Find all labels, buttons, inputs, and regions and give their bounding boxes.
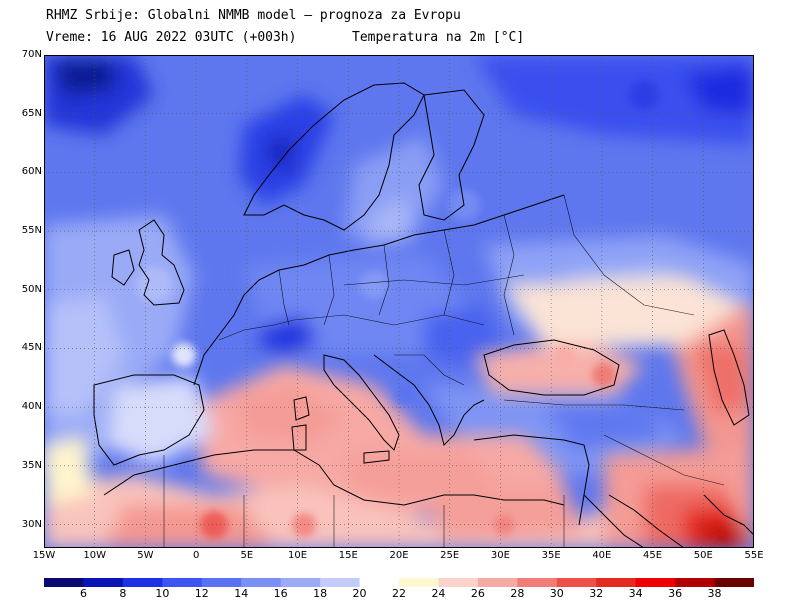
- latitude-label: 70N: [21, 49, 42, 60]
- longitude-label: 15W: [32, 550, 56, 561]
- longitude-label: 20E: [389, 550, 409, 561]
- colorbar-swatch: [83, 578, 124, 587]
- longitude-label: 30E: [490, 550, 510, 561]
- valid-time: Vreme: 16 AUG 2022 03UTC (+003h): [46, 30, 297, 45]
- coastlines: [93, 82, 754, 548]
- longitude-label: 0: [192, 550, 200, 561]
- colorbar-tick-label: 8: [119, 587, 127, 600]
- longitude-label: 5W: [137, 550, 154, 561]
- country-borders: [163, 194, 725, 548]
- longitude-label: 55E: [744, 550, 764, 561]
- colorbar-swatch: [201, 578, 242, 587]
- longitude-label: 5E: [240, 550, 254, 561]
- latitude-label: 55N: [21, 225, 42, 237]
- colorbar-tick-label: 28: [510, 587, 525, 600]
- map-frame: [44, 55, 754, 548]
- colorbar-tick-label: 34: [628, 587, 643, 600]
- colorbar-swatch: [714, 578, 754, 587]
- longitude-label: 10E: [288, 550, 308, 561]
- map-subtitle: Vreme: 16 AUG 2022 03UTC (+003h) Temperat…: [46, 30, 524, 45]
- colorbar-tick-label: 12: [194, 587, 209, 600]
- colorbar-tick-label: 10: [155, 587, 170, 600]
- colorbar-swatch: [675, 578, 716, 587]
- longitude-label: 10W: [83, 550, 107, 561]
- colorbar-tick-label: 24: [431, 587, 446, 600]
- longitude-label: 45E: [643, 550, 663, 561]
- colorbar-swatch: [122, 578, 163, 587]
- colorbar-swatch: [320, 578, 361, 587]
- colorbar-tick-label: 16: [273, 587, 288, 600]
- colorbar-swatch: [596, 578, 637, 587]
- latitude-label: 45N: [21, 342, 42, 354]
- colorbar-tick-label: 14: [234, 587, 249, 600]
- colorbar-tick-label: 32: [589, 587, 604, 600]
- latitude-label: 30N: [21, 518, 42, 530]
- field-detail: [136, 80, 659, 539]
- colorbar-tick-label: 18: [313, 587, 328, 600]
- colorbar-swatch: [556, 578, 597, 587]
- colorbar-swatch: [44, 578, 84, 587]
- colorbar-tick-label: 38: [707, 587, 722, 600]
- colorbar-swatch: [438, 578, 479, 587]
- colorbar-tick-label: 26: [470, 587, 485, 600]
- map-title: RHMZ Srbije: Globalni NMMB model — progn…: [46, 8, 461, 23]
- latitude-label: 60N: [21, 166, 42, 178]
- colorbar-swatch: [635, 578, 676, 587]
- colorbar-tick-label: 30: [549, 587, 564, 600]
- latitude-label: 40N: [21, 401, 42, 413]
- latitude-label: 35N: [21, 459, 42, 471]
- longitude-label: 15E: [338, 550, 358, 561]
- colorbar-tick-label: 6: [79, 587, 87, 600]
- colorbar-swatch: [399, 578, 439, 587]
- longitude-label: 35E: [541, 550, 561, 561]
- colorbar-swatch: [517, 578, 558, 587]
- colorbar-swatch: [477, 578, 518, 587]
- colorbar-tick-label: 22: [392, 587, 406, 600]
- longitude-label: 25E: [440, 550, 460, 561]
- longitude-label: 50E: [693, 550, 713, 561]
- colorbar-tick-label: 36: [668, 587, 683, 600]
- colorbar: [44, 578, 754, 587]
- colorbar-swatch: [162, 578, 203, 587]
- colorbar-swatch: [359, 578, 400, 587]
- latitude-label: 50N: [21, 283, 42, 295]
- parameter-label: Temperatura na 2m [°C]: [352, 30, 525, 45]
- latitude-label: 65N: [21, 107, 42, 119]
- colorbar-swatch: [280, 578, 321, 587]
- longitude-label: 40E: [592, 550, 612, 561]
- colorbar-tick-label: 20: [352, 587, 367, 600]
- temperature-map: [44, 55, 754, 548]
- colorbar-swatch: [241, 578, 282, 587]
